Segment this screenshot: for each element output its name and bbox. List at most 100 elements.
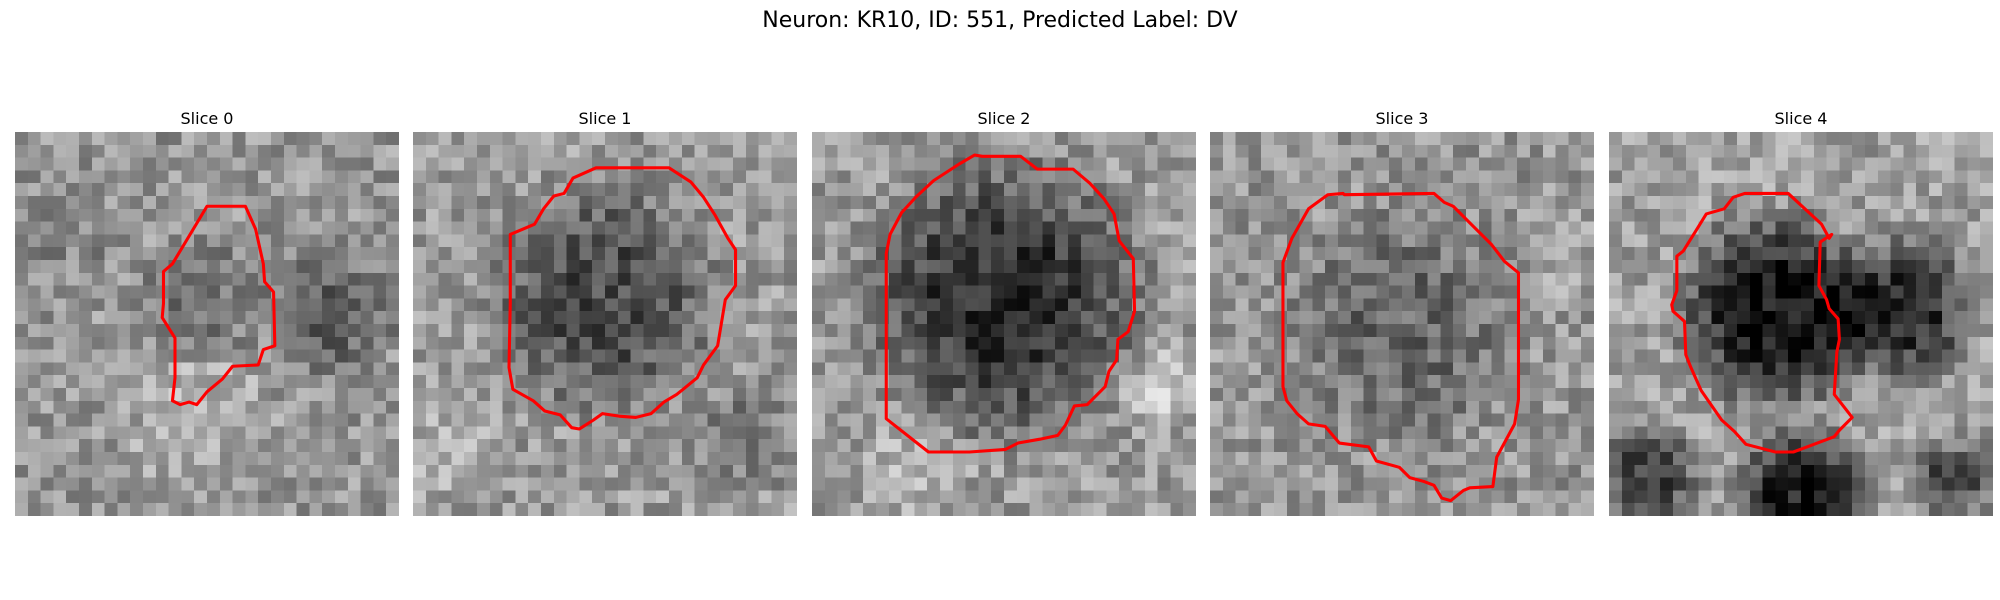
pixel bbox=[978, 234, 992, 248]
pixel bbox=[1261, 132, 1275, 146]
pixel bbox=[515, 413, 529, 427]
pixel bbox=[1762, 362, 1776, 376]
pixel bbox=[1299, 490, 1313, 504]
pixel bbox=[541, 298, 555, 312]
pixel bbox=[850, 170, 864, 184]
pixel bbox=[143, 144, 157, 158]
pixel bbox=[1555, 388, 1569, 402]
pixel bbox=[1414, 298, 1428, 312]
pixel bbox=[1312, 272, 1326, 286]
pixel bbox=[952, 349, 966, 363]
pixel bbox=[1363, 260, 1377, 274]
pixel bbox=[1338, 285, 1352, 299]
pixel bbox=[104, 260, 118, 274]
pixel bbox=[991, 234, 1005, 248]
pixel bbox=[952, 272, 966, 286]
pixel bbox=[991, 311, 1005, 325]
pixel bbox=[168, 132, 182, 146]
pixel bbox=[117, 452, 131, 466]
pixel bbox=[40, 439, 54, 453]
pixel bbox=[669, 272, 683, 286]
pixel bbox=[1555, 413, 1569, 427]
pixel bbox=[1762, 285, 1776, 299]
pixel bbox=[1210, 285, 1224, 299]
pixel bbox=[271, 260, 285, 274]
pixel bbox=[1068, 375, 1082, 389]
pixel bbox=[541, 311, 555, 325]
pixel bbox=[1852, 170, 1866, 184]
pixel bbox=[1890, 388, 1904, 402]
pixel bbox=[914, 157, 928, 171]
pixel bbox=[1068, 234, 1082, 248]
pixel bbox=[978, 439, 992, 453]
pixel bbox=[1491, 336, 1505, 350]
pixel bbox=[1801, 375, 1815, 389]
pixel bbox=[1916, 144, 1930, 158]
pixel bbox=[1453, 285, 1467, 299]
pixel bbox=[1478, 388, 1492, 402]
pixel bbox=[1466, 208, 1480, 222]
pixel bbox=[1542, 362, 1556, 376]
pixel bbox=[1042, 157, 1056, 171]
pixel bbox=[1363, 144, 1377, 158]
pixel bbox=[566, 157, 580, 171]
pixel bbox=[991, 452, 1005, 466]
pixel bbox=[1916, 132, 1930, 146]
pixel bbox=[669, 221, 683, 235]
pixel bbox=[1106, 272, 1120, 286]
pixel bbox=[1004, 170, 1018, 184]
pixel bbox=[745, 208, 759, 222]
pixel bbox=[489, 426, 503, 440]
pixel bbox=[1119, 298, 1133, 312]
pixel bbox=[541, 464, 555, 478]
pixel bbox=[1312, 349, 1326, 363]
pixel bbox=[438, 400, 452, 414]
pixel bbox=[978, 349, 992, 363]
pixel bbox=[296, 234, 310, 248]
pixel bbox=[1517, 477, 1531, 491]
pixel bbox=[386, 260, 399, 274]
pixel bbox=[643, 349, 657, 363]
pixel bbox=[425, 413, 439, 427]
pixel bbox=[413, 490, 427, 504]
pixel bbox=[758, 426, 772, 440]
pixel bbox=[1042, 208, 1056, 222]
pixel bbox=[194, 477, 208, 491]
pixel bbox=[1852, 298, 1866, 312]
pixel bbox=[1235, 157, 1249, 171]
pixel bbox=[1210, 477, 1224, 491]
pixel bbox=[143, 452, 157, 466]
pixel bbox=[1775, 221, 1789, 235]
pixel bbox=[927, 426, 941, 440]
pixel bbox=[592, 298, 606, 312]
pixel bbox=[104, 336, 118, 350]
pixel bbox=[1568, 400, 1582, 414]
pixel bbox=[117, 144, 131, 158]
pixel bbox=[965, 247, 979, 261]
pixel bbox=[566, 260, 580, 274]
pixel bbox=[207, 208, 221, 222]
pixel bbox=[1222, 208, 1236, 222]
pixel bbox=[1621, 260, 1635, 274]
pixel bbox=[1157, 439, 1171, 453]
pixel bbox=[1389, 298, 1403, 312]
pixel bbox=[1581, 272, 1594, 286]
pixel bbox=[1724, 272, 1738, 286]
pixel bbox=[1877, 490, 1891, 504]
pixel bbox=[155, 400, 169, 414]
pixel bbox=[1967, 260, 1981, 274]
pixel bbox=[489, 196, 503, 210]
pixel bbox=[1132, 439, 1146, 453]
pixel bbox=[181, 503, 195, 516]
pixel bbox=[335, 298, 349, 312]
pixel bbox=[53, 170, 67, 184]
pixel bbox=[1286, 311, 1300, 325]
pixel bbox=[1299, 234, 1313, 248]
pixel bbox=[1916, 400, 1930, 414]
pixel bbox=[413, 260, 427, 274]
pixel bbox=[232, 439, 246, 453]
pixel bbox=[232, 144, 246, 158]
pixel bbox=[1004, 208, 1018, 222]
pixel bbox=[181, 349, 195, 363]
pixel bbox=[707, 477, 721, 491]
